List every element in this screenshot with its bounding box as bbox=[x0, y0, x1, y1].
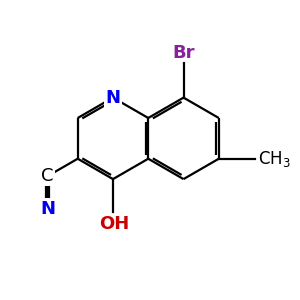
Text: Br: Br bbox=[172, 44, 195, 62]
Text: N: N bbox=[40, 200, 55, 217]
Text: CH$_3$: CH$_3$ bbox=[258, 149, 291, 169]
Text: OH: OH bbox=[99, 215, 130, 233]
Text: C: C bbox=[41, 167, 54, 185]
Text: N: N bbox=[106, 88, 121, 106]
